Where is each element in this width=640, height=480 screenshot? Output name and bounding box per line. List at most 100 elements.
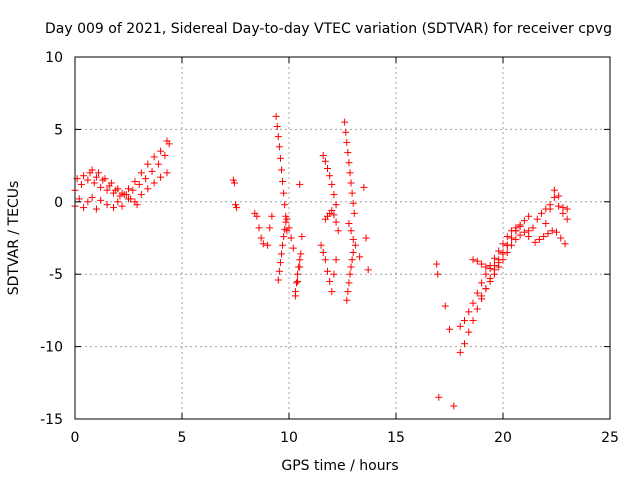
data-point xyxy=(274,276,282,284)
data-point xyxy=(520,217,528,225)
data-point xyxy=(460,317,468,325)
data-point xyxy=(163,169,171,177)
data-point xyxy=(342,128,350,136)
data-point xyxy=(295,263,303,271)
data-point xyxy=(268,212,276,220)
plot-frame xyxy=(74,56,611,420)
data-point xyxy=(563,215,571,223)
data-point xyxy=(334,227,342,235)
data-point xyxy=(499,256,507,264)
data-point xyxy=(131,178,139,186)
data-point xyxy=(84,198,92,206)
y-tick-label: -15 xyxy=(40,412,63,428)
data-point xyxy=(347,227,355,235)
data-point xyxy=(516,231,524,239)
data-point xyxy=(150,153,158,161)
data-point xyxy=(92,205,100,213)
data-point xyxy=(469,299,477,307)
data-point xyxy=(460,340,468,348)
data-point xyxy=(110,204,118,212)
data-point xyxy=(332,256,340,264)
data-point xyxy=(75,195,83,203)
data-point xyxy=(495,247,503,255)
data-point xyxy=(344,288,352,296)
data-point xyxy=(531,238,539,246)
data-point xyxy=(253,212,261,220)
data-point xyxy=(486,277,494,285)
data-point xyxy=(557,234,565,242)
data-point xyxy=(503,233,511,241)
data-point xyxy=(332,201,340,209)
data-point xyxy=(553,228,560,236)
data-point xyxy=(328,288,336,296)
data-point xyxy=(433,260,441,268)
data-point xyxy=(473,305,481,313)
data-point xyxy=(275,267,283,275)
y-axis-label: SDTVAR / TECUs xyxy=(6,181,22,296)
axes xyxy=(74,56,611,420)
grid xyxy=(75,57,610,419)
data-point xyxy=(478,279,486,287)
data-point xyxy=(482,270,490,278)
x-tick-label: 0 xyxy=(71,430,80,446)
data-point xyxy=(125,185,132,193)
data-point xyxy=(150,179,158,187)
data-point xyxy=(77,180,85,188)
data-points xyxy=(71,112,571,410)
data-point xyxy=(281,201,289,209)
y-tick-label: -5 xyxy=(49,267,63,283)
y-tick-label: 0 xyxy=(54,195,63,211)
data-point xyxy=(259,240,267,248)
data-point xyxy=(516,222,524,230)
tick-labels: 0 5 10 15 20 25 -15 -10 -5 0 5 10 xyxy=(40,50,619,446)
data-point xyxy=(330,211,338,219)
data-point xyxy=(465,328,473,336)
data-point xyxy=(319,248,327,256)
data-point xyxy=(512,227,520,235)
data-point xyxy=(512,235,520,243)
data-point xyxy=(364,266,372,274)
data-point xyxy=(324,164,332,172)
data-point xyxy=(229,176,237,184)
data-point xyxy=(285,224,293,232)
x-tick-label: 10 xyxy=(280,430,298,446)
data-point xyxy=(482,263,490,271)
data-point xyxy=(273,123,281,131)
data-point xyxy=(550,186,558,194)
data-point xyxy=(84,176,92,184)
data-point xyxy=(540,233,548,241)
data-point xyxy=(296,256,304,264)
data-point xyxy=(456,348,464,356)
data-point xyxy=(345,159,353,167)
data-point xyxy=(257,234,265,242)
data-point xyxy=(533,215,541,223)
data-point xyxy=(324,267,332,275)
data-point xyxy=(450,402,458,410)
data-point xyxy=(542,205,550,213)
data-point xyxy=(135,180,143,188)
data-point xyxy=(321,157,329,165)
data-point xyxy=(276,154,284,162)
data-point xyxy=(291,288,299,296)
data-point xyxy=(343,296,351,304)
data-point xyxy=(548,227,556,235)
data-point xyxy=(114,185,122,193)
data-point xyxy=(148,167,156,175)
y-tick-label: -10 xyxy=(40,340,63,356)
data-point xyxy=(280,233,288,241)
data-point xyxy=(127,195,135,203)
data-point xyxy=(347,263,355,271)
data-point xyxy=(326,172,334,180)
y-tick-label: 5 xyxy=(54,122,63,138)
data-point xyxy=(118,202,126,210)
data-point xyxy=(490,254,498,262)
data-point xyxy=(255,224,263,232)
data-point xyxy=(107,179,115,187)
data-point xyxy=(97,196,105,204)
data-point xyxy=(499,240,507,248)
data-point xyxy=(129,186,137,194)
data-point xyxy=(330,270,338,278)
data-point xyxy=(230,179,238,187)
data-point xyxy=(535,235,543,243)
data-point xyxy=(441,302,449,310)
